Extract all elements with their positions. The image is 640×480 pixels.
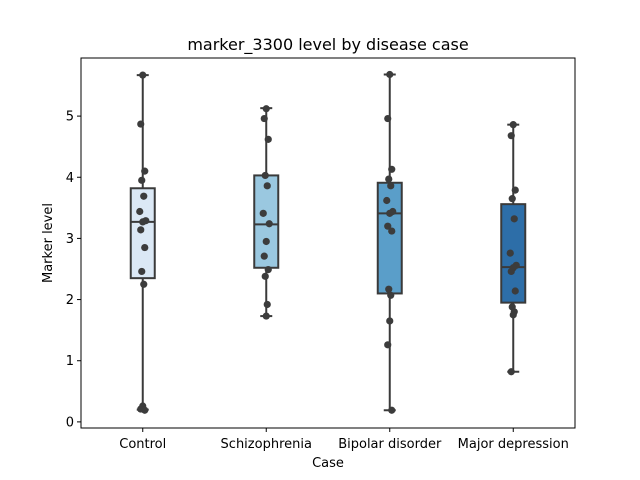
data-point-control: [140, 192, 148, 200]
data-point-major-depression: [511, 186, 519, 194]
data-point-schizophrenia: [261, 272, 269, 280]
data-point-schizophrenia: [264, 135, 272, 143]
y-tick-label: 3: [66, 232, 74, 247]
data-point-schizophrenia: [261, 171, 269, 180]
data-point-schizophrenia: [262, 312, 270, 320]
data-point-control: [137, 226, 145, 234]
x-tick-label: Bipolar disorder: [338, 437, 442, 452]
data-point-bipolar-disorder: [388, 406, 396, 414]
data-point-major-depression: [509, 121, 517, 129]
chart-title: marker_3300 level by disease case: [187, 35, 468, 55]
data-point-schizophrenia: [260, 252, 268, 260]
data-point-control: [136, 207, 144, 216]
x-tick-label: Schizophrenia: [221, 437, 312, 452]
data-point-schizophrenia: [259, 209, 267, 217]
data-point-control: [138, 176, 146, 184]
data-point-major-depression: [507, 267, 515, 276]
data-point-bipolar-disorder: [386, 209, 394, 217]
x-tick-label: Control: [119, 437, 166, 452]
data-point-bipolar-disorder: [387, 291, 395, 299]
data-point-bipolar-disorder: [383, 196, 391, 205]
data-point-bipolar-disorder: [388, 227, 396, 235]
box-control: [129, 187, 156, 280]
y-tick-label: 4: [66, 171, 74, 186]
data-point-major-depression: [507, 132, 515, 140]
data-point-control: [141, 167, 149, 175]
y-tick-label: 0: [66, 415, 74, 430]
data-point-schizophrenia: [262, 237, 270, 246]
data-point-bipolar-disorder: [384, 222, 392, 230]
y-tick-label: 2: [66, 293, 74, 308]
data-point-major-depression: [507, 368, 515, 376]
data-point-schizophrenia: [263, 300, 271, 309]
data-point-bipolar-disorder: [386, 70, 394, 79]
data-point-control: [141, 406, 149, 414]
data-point-bipolar-disorder: [386, 317, 394, 325]
data-point-major-depression: [506, 249, 514, 257]
y-tick-label: 5: [66, 110, 74, 125]
data-point-major-depression: [511, 287, 519, 295]
data-point-control: [139, 71, 147, 79]
plot-frame: [80, 57, 576, 429]
data-point-schizophrenia: [265, 220, 273, 228]
y-axis-label: Marker level: [41, 203, 56, 283]
data-point-major-depression: [509, 311, 517, 319]
data-point-bipolar-disorder: [385, 175, 393, 183]
data-point-bipolar-disorder: [384, 341, 392, 349]
data-point-control: [138, 267, 146, 276]
data-point-schizophrenia: [262, 105, 270, 113]
data-point-bipolar-disorder: [384, 114, 392, 123]
x-tick-label: Major depression: [458, 437, 569, 452]
plot-area: 0 1 2 3 4 5 Control Schizophrenia Bipolar disord…: [66, 70, 569, 452]
data-point-major-depression: [510, 215, 518, 223]
data-point-control: [139, 218, 147, 226]
data-point-control: [137, 120, 145, 128]
data-point-bipolar-disorder: [387, 182, 395, 190]
data-point-control: [140, 280, 148, 288]
x-axis-label: Case: [312, 456, 344, 471]
data-point-major-depression: [508, 195, 516, 203]
data-point-control: [141, 243, 149, 252]
data-point-bipolar-disorder: [388, 165, 396, 173]
data-point-schizophrenia: [260, 114, 268, 123]
y-tick-label: 1: [66, 354, 74, 369]
data-point-schizophrenia: [264, 266, 272, 274]
data-point-schizophrenia: [263, 182, 271, 190]
data-point-bipolar-disorder: [385, 285, 393, 293]
